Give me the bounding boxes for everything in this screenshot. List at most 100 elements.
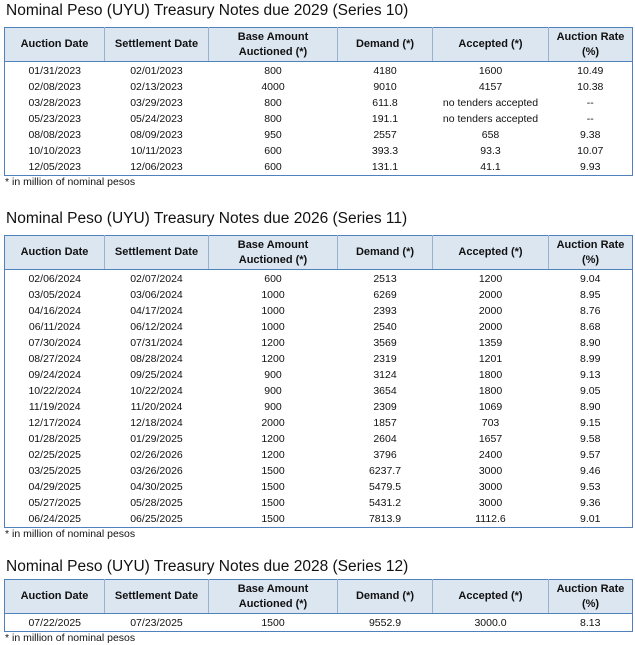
cell-auction-date: 03/28/2023 (28, 97, 82, 109)
cell-auction-date: 04/29/2025 (28, 481, 82, 493)
cell-base-amount: 600 (264, 145, 282, 157)
cell-demand: 9010 (373, 81, 397, 93)
cell-settlement-date: 05/24/2023 (130, 113, 183, 125)
cell-auction-rate: 8.68 (580, 321, 601, 333)
cell-auction-rate: 10.38 (577, 81, 604, 93)
cell-auction-date: 02/08/2023 (28, 81, 82, 93)
column-header-accepted: Accepted (*) (432, 27, 549, 62)
cell-auction-date: 11/19/2024 (28, 401, 81, 413)
cell-accepted: 1359 (478, 337, 503, 349)
cell-demand: 3654 (373, 385, 397, 397)
cell-auction-date: 10/10/2023 (28, 145, 82, 157)
cell-settlement-date: 08/28/2024 (130, 353, 183, 365)
cell-base-amount: 800 (264, 113, 282, 125)
column-header-auction-date: Auction Date (4, 235, 105, 270)
cell-demand: 2557 (373, 129, 397, 141)
table-title: Nominal Peso (UYU) Treasury Notes due 20… (6, 2, 409, 19)
cell-accepted: 3000 (478, 497, 503, 509)
cell-accepted: 4157 (478, 81, 503, 93)
cell-accepted: 1800 (478, 385, 503, 397)
cell-settlement-date: 06/12/2024 (130, 321, 183, 333)
cell-settlement-date: 03/29/2023 (130, 97, 183, 109)
cell-auction-rate: 10.49 (577, 65, 604, 77)
cell-auction-rate: 9.04 (580, 273, 601, 285)
cell-auction-date: 03/05/2024 (28, 289, 82, 301)
table-row: 06/24/2025 06/25/2025 1500 7813.9 1112.6 9.01 (5, 511, 633, 528)
table-row: 04/16/2024 04/17/2024 1000 2393 2000 8.76 (5, 303, 633, 319)
cell-demand: 2513 (373, 273, 397, 285)
cell-base-amount: 1000 (261, 321, 285, 333)
footnote: * in million of nominal pesos (5, 632, 136, 644)
column-header-demand: Demand (*) (337, 235, 433, 270)
table-row: 03/28/2023 03/29/2023 800 611.8 no tenders a… (5, 95, 633, 111)
table-row: 01/31/2023 02/01/2023 800 4180 1600 10.49 (5, 62, 633, 80)
cell-settlement-date: 03/06/2024 (130, 289, 183, 301)
cell-demand: 3569 (373, 337, 397, 349)
cell-auction-date: 08/08/2023 (28, 129, 82, 141)
cell-auction-rate: 8.13 (580, 617, 601, 629)
cell-auction-rate: 10.07 (577, 145, 604, 157)
cell-base-amount: 2000 (261, 417, 285, 429)
cell-base-amount: 900 (264, 401, 282, 413)
cell-demand: 6237.7 (368, 465, 402, 477)
column-header-demand: Demand (*) (337, 579, 433, 614)
cell-demand: 5431.2 (368, 497, 402, 509)
cell-settlement-date: 01/29/2025 (130, 433, 183, 445)
auction-table: Auction Date Settlement Date Base Amount A… (4, 235, 633, 528)
table-title: Nominal Peso (UYU) Treasury Notes due 20… (6, 558, 409, 575)
column-header-base-amount: Base Amount Auctioned (*) (208, 27, 338, 62)
cell-base-amount: 1000 (261, 305, 285, 317)
cell-auction-rate: 9.13 (580, 369, 601, 381)
column-header-accepted: Accepted (*) (432, 235, 549, 270)
cell-auction-rate: 8.95 (580, 289, 601, 301)
cell-settlement-date: 12/06/2023 (130, 161, 183, 173)
cell-base-amount: 600 (264, 161, 282, 173)
cell-accepted: 658 (481, 129, 500, 141)
cell-auction-rate: 9.36 (580, 497, 601, 509)
cell-auction-rate: 8.90 (580, 401, 601, 413)
header-row: Auction Date Settlement Date Base Amount A… (4, 27, 633, 62)
cell-auction-rate: 9.57 (580, 449, 601, 461)
cell-base-amount: 1200 (261, 337, 285, 349)
cell-accepted: 2000 (478, 289, 503, 301)
series-12-section: Nominal Peso (UYU) Treasury Notes due 20… (4, 558, 633, 645)
cell-auction-rate: 9.15 (580, 417, 601, 429)
auction-table: Auction Date Settlement Date Base Amount A… (4, 27, 633, 176)
cell-base-amount: 1200 (261, 433, 285, 445)
cell-accepted: 93.3 (480, 145, 501, 157)
cell-auction-rate: 9.01 (580, 513, 601, 525)
cell-auction-rate: 9.93 (580, 161, 601, 173)
cell-demand: 3796 (373, 449, 397, 461)
cell-accepted: 1657 (478, 433, 503, 445)
cell-auction-date: 06/11/2024 (28, 321, 81, 333)
column-header-base-amount: Base Amount Auctioned (*) (208, 235, 338, 270)
column-header-settlement-date: Settlement Date (104, 27, 209, 62)
cell-demand: 191.1 (371, 113, 399, 125)
cell-base-amount: 1500 (261, 465, 285, 477)
cell-base-amount: 1500 (261, 481, 285, 493)
cell-demand: 4180 (373, 65, 397, 77)
footnote: * in million of nominal pesos (5, 176, 136, 188)
table-row: 11/19/2024 11/20/2024 900 2309 1069 8.90 (5, 399, 633, 415)
cell-settlement-date: 05/28/2025 (130, 497, 183, 509)
cell-accepted: 3000 (478, 465, 503, 477)
cell-base-amount: 800 (264, 65, 282, 77)
cell-auction-date: 02/06/2024 (28, 273, 82, 285)
cell-base-amount: 950 (264, 129, 282, 141)
cell-settlement-date: 07/23/2025 (130, 617, 183, 629)
cell-accepted: 41.1 (480, 161, 501, 173)
footnote: * in million of nominal pesos (5, 528, 136, 540)
cell-settlement-date: 12/18/2024 (130, 417, 183, 429)
cell-settlement-date: 10/22/2024 (130, 385, 183, 397)
column-header-auction-date: Auction Date (4, 579, 105, 614)
cell-settlement-date: 06/25/2025 (130, 513, 183, 525)
column-header-auction-rate: Auction Rate (%) (548, 579, 633, 614)
table-row: 03/05/2024 03/06/2024 1000 6269 2000 8.95 (5, 287, 633, 303)
column-header-settlement-date: Settlement Date (104, 235, 209, 270)
cell-settlement-date: 09/25/2024 (130, 369, 183, 381)
cell-accepted: 2400 (478, 449, 503, 461)
cell-auction-rate: 9.05 (580, 385, 601, 397)
cell-auction-date: 08/27/2024 (28, 353, 82, 365)
cell-base-amount: 1200 (261, 449, 285, 461)
cell-base-amount: 4000 (261, 81, 285, 93)
